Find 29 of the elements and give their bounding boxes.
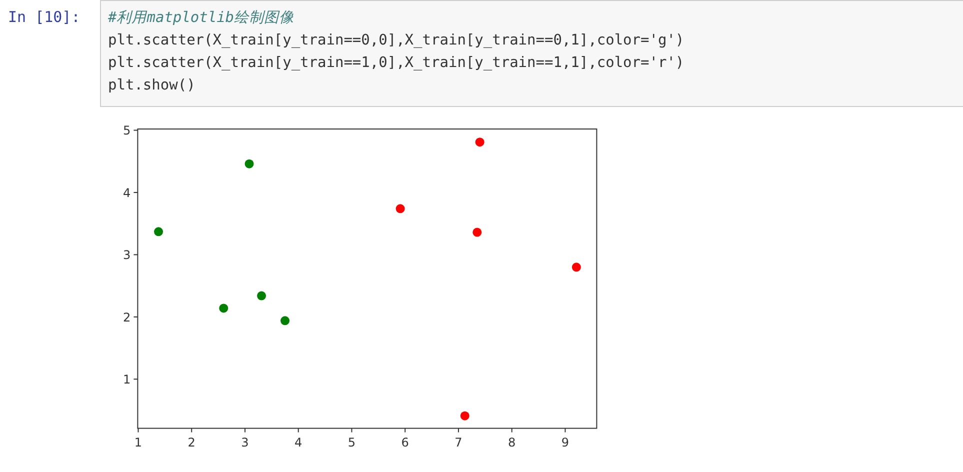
x-tick-label: 3: [241, 435, 249, 450]
point: [475, 138, 484, 147]
point: [219, 304, 228, 313]
text: plt.show(): [108, 78, 196, 94]
point: [154, 227, 164, 236]
y-tick-label: 3: [123, 248, 131, 262]
x-tick-label: 5: [348, 435, 356, 450]
text: In [10]:: [8, 8, 80, 26]
x-tick-label: 4: [294, 435, 302, 450]
x-tick-label: 9: [561, 435, 570, 450]
point: [244, 159, 254, 168]
x-tick-label: 8: [508, 435, 516, 450]
point: [257, 291, 266, 300]
point: [396, 204, 405, 214]
y-tick-label: 2: [123, 310, 131, 324]
x-tick-label: 1: [134, 435, 142, 450]
y-tick-label: 1: [123, 372, 131, 387]
text: #利用matplotlib绘制图像: [107, 10, 294, 26]
point: [280, 316, 290, 326]
point: [572, 262, 581, 272]
y-tick-label: 4: [123, 186, 131, 200]
y-tick-label: 5: [123, 124, 131, 138]
x-tick-label: 6: [401, 435, 409, 450]
point: [460, 411, 470, 420]
text: plt.scatter(X_train[y_train==0,0],X_train[y_train==0,1],color='g'): [108, 32, 684, 48]
x-tick-label: 2: [188, 435, 196, 450]
x-tick-label: 7: [454, 435, 462, 450]
text: plt.scatter(X_train[y_train==1,0],X_train[y_train==1,1],color='r'): [108, 55, 684, 71]
point: [472, 228, 482, 237]
